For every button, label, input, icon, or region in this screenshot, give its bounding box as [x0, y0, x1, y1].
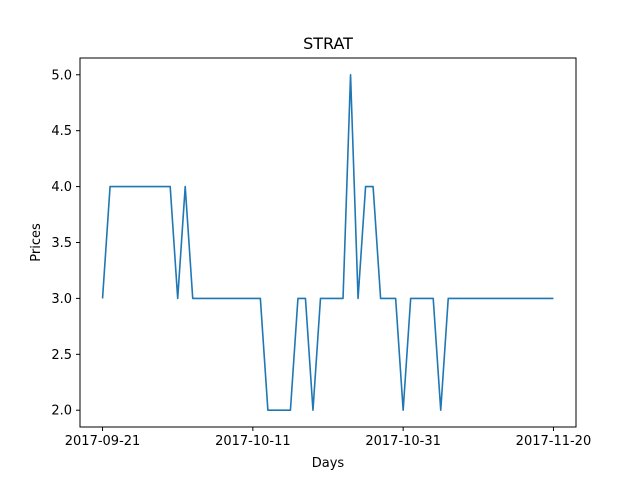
y-axis-label: Prices [29, 223, 44, 262]
y-tick-label: 3.0 [51, 292, 72, 307]
plot-frame [79, 57, 577, 428]
x-tick-label: 2017-11-20 [516, 434, 592, 449]
y-tick-label: 4.5 [51, 124, 72, 139]
x-axis-label: Days [312, 456, 345, 471]
y-tick-label: 5.0 [51, 68, 72, 83]
x-tick-label: 2017-10-31 [365, 434, 441, 449]
y-tick-label: 2.0 [51, 404, 72, 419]
series-line [101, 73, 554, 412]
y-tick-label: 4.0 [51, 180, 72, 195]
y-tick-label: 2.5 [51, 348, 72, 363]
x-tick-label: 2017-09-21 [65, 434, 141, 449]
y-tick-label: 3.5 [51, 236, 72, 251]
chart-title: STRAT [303, 34, 353, 53]
x-tick-label: 2017-10-11 [215, 434, 291, 449]
